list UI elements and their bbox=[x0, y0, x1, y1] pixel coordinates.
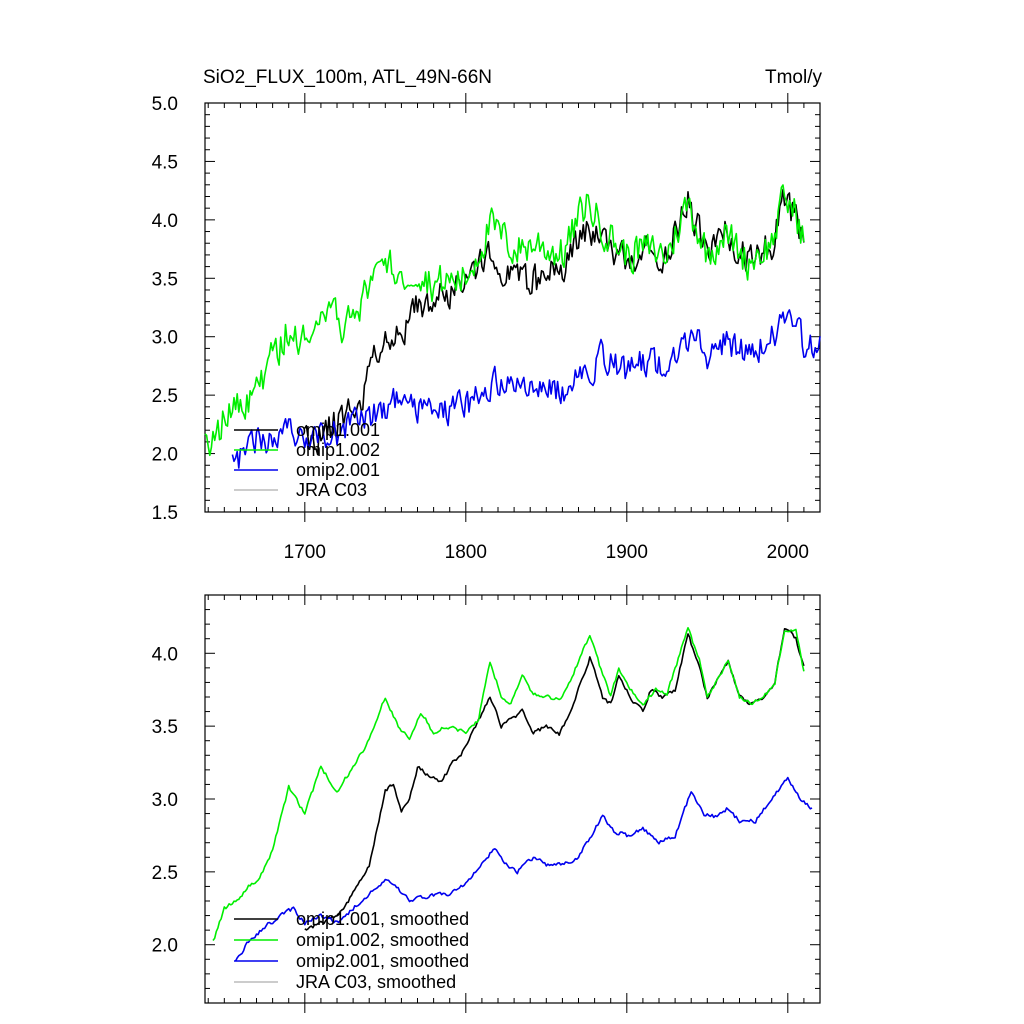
top-chart-panel: SiO2_FLUX_100m, ATL_49N-66N Tmol/y 1.5 2.… bbox=[152, 67, 823, 563]
x-tick-label: 1800 bbox=[445, 542, 487, 563]
series-line-1 bbox=[212, 626, 805, 941]
y-tick-label: 4.0 bbox=[152, 644, 178, 665]
y-tick-label: 2.5 bbox=[152, 386, 178, 407]
series-line-2 bbox=[234, 776, 813, 962]
legend-label: omip2.001, smoothed bbox=[296, 951, 469, 971]
legend-label: omip1.002, smoothed bbox=[296, 930, 469, 950]
y-tick-label: 3.5 bbox=[152, 269, 178, 290]
y-tick-label: 2.0 bbox=[152, 936, 178, 957]
x-tick-label: 2000 bbox=[767, 542, 809, 563]
y-tick-label: 3.0 bbox=[152, 328, 178, 349]
bottom-plot-area: 2.0 2.5 3.0 3.5 4.0 bbox=[152, 585, 821, 1013]
y-tick-label: 3.0 bbox=[152, 790, 178, 811]
legend-label: JRA C03 bbox=[296, 480, 367, 500]
legend-label: omip1.002 bbox=[296, 440, 380, 460]
y-tick-label: 3.5 bbox=[152, 717, 178, 738]
legend-label: JRA C03, smoothed bbox=[296, 972, 456, 992]
series-line-2 bbox=[231, 309, 821, 469]
x-tick-label: 1700 bbox=[284, 542, 326, 563]
x-tick-label: 1900 bbox=[606, 542, 648, 563]
y-tick-label: 5.0 bbox=[152, 94, 178, 115]
y-tick-label: 4.0 bbox=[152, 211, 178, 232]
y-tick-label: 1.5 bbox=[152, 503, 178, 524]
series-line-1 bbox=[204, 184, 805, 457]
y-tick-label: 2.5 bbox=[152, 863, 178, 884]
series-line-0 bbox=[304, 627, 805, 931]
top-chart-title: SiO2_FLUX_100m, ATL_49N-66N bbox=[203, 67, 492, 88]
y-tick-label: 2.0 bbox=[152, 445, 178, 466]
legend-label: omip2.001 bbox=[296, 460, 380, 480]
top-plot-area: 1.5 2.0 2.5 3.0 3.5 4.0 4.5 5.0 1700 1800 1900 2000 bbox=[152, 93, 821, 563]
top-chart-units-label: Tmol/y bbox=[765, 67, 823, 88]
series-line-0 bbox=[304, 188, 805, 456]
legend-label: omip1.001 bbox=[296, 420, 380, 440]
legend-label: omip1.001, smoothed bbox=[296, 909, 469, 929]
plot-frame bbox=[204, 102, 821, 513]
bottom-chart-panel: 2.0 2.5 3.0 3.5 4.0 omip1.001, smoothedomip1… bbox=[152, 585, 821, 1013]
y-tick-label: 4.5 bbox=[152, 152, 178, 173]
